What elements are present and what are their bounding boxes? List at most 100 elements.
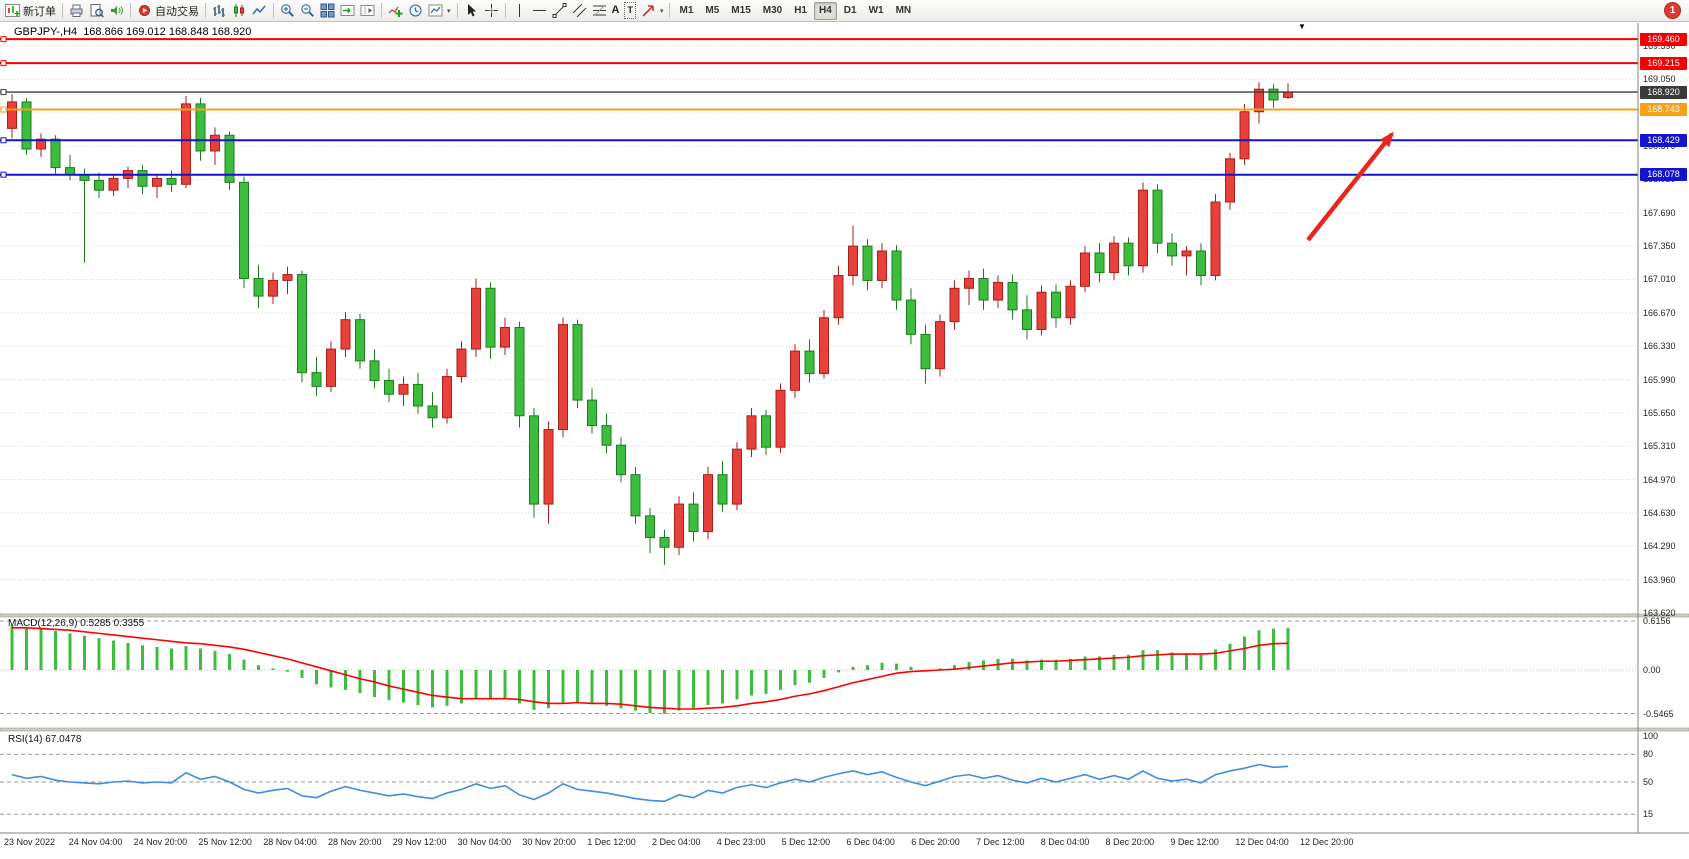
channel-tool-button[interactable] (570, 1, 589, 20)
vertical-line-icon (518, 4, 520, 17)
bar-chart-icon (213, 5, 225, 17)
chart-ohlc-values: 168.866 169.012 168.848 168.920 (83, 26, 252, 38)
time-axis-label: 2 Dec 04:00 (652, 837, 701, 847)
candle-body (601, 425, 612, 446)
chart-symbol-period: GBPJPY-,H4 (14, 26, 78, 38)
line-handle[interactable] (0, 137, 7, 144)
templates-icon (428, 4, 443, 17)
chevron-down-icon: ▾ (447, 7, 451, 15)
zoom-in-button[interactable] (278, 1, 297, 20)
time-axis-label: 6 Dec 20:00 (911, 837, 960, 847)
candle-body (804, 350, 815, 375)
time-axis-label: 7 Dec 12:00 (976, 837, 1025, 847)
tile-windows-button[interactable] (318, 1, 337, 20)
shapes-tool-button[interactable]: ▾ (639, 1, 666, 20)
candle-body (587, 399, 597, 427)
timeframe-button-w1[interactable]: W1 (868, 5, 884, 16)
time-axis-label: 5 Dec 12:00 (781, 837, 831, 847)
timeframe-button-h4[interactable]: H4 (814, 1, 837, 20)
toolbar-separator (205, 3, 206, 18)
candle-body (181, 103, 191, 185)
candle-body (471, 287, 481, 350)
new-order-button[interactable]: 新订单 (3, 1, 58, 20)
price-axis-label: 167.690 (1643, 207, 1676, 218)
arrow-shape-icon (642, 5, 654, 17)
candle-body (1225, 158, 1235, 203)
vertical-line-tool-button[interactable] (510, 1, 529, 20)
timeframe-button-d1[interactable]: D1 (843, 5, 857, 16)
timeframe-button-m1[interactable]: M1 (679, 5, 694, 16)
candle-body (108, 177, 119, 191)
line-chart-button[interactable] (250, 1, 269, 20)
horizontal-line-tool-button[interactable] (530, 1, 549, 20)
rsi-panel-separator[interactable] (0, 727, 1689, 732)
timeframe-button-m15[interactable]: M15 (731, 5, 751, 16)
line-handle[interactable] (0, 171, 7, 178)
line-handle[interactable] (0, 106, 7, 113)
chart-shift-marker-icon[interactable]: ▼ (1298, 22, 1306, 31)
candle-body (1138, 189, 1148, 267)
time-axis-label: 30 Nov 20:00 (522, 837, 576, 847)
chart-title: GBPJPY-,H4 168.866 169.012 168.848 168.92… (14, 26, 251, 38)
candle-body (485, 287, 496, 348)
candle-body (413, 383, 423, 407)
candle-body (978, 277, 989, 301)
candle-body (166, 177, 177, 185)
candlesticks (7, 82, 1293, 565)
auto-scroll-icon (340, 5, 355, 16)
candle-body (398, 383, 409, 395)
price-axis-label: 169.390 (1643, 41, 1676, 51)
candlestick-chart-icon (234, 4, 244, 17)
line-handle[interactable] (0, 36, 7, 43)
candle-body (558, 324, 568, 431)
printer-icon (70, 4, 83, 17)
timeframe-button-mn[interactable]: MN (895, 5, 912, 16)
timeframe-button-h1[interactable]: H1 (794, 5, 807, 16)
text-tool-button[interactable]: A (610, 1, 622, 20)
auto-scroll-button[interactable] (338, 1, 357, 20)
time-axis-label: 1 Dec 12:00 (587, 837, 636, 847)
indicators-button[interactable] (386, 1, 405, 20)
print-button[interactable] (67, 1, 86, 20)
trendline-tool-button[interactable] (550, 1, 569, 20)
candle-body (1022, 309, 1032, 330)
cursor-tool-button[interactable] (462, 1, 481, 20)
timeframe-button-m30[interactable]: M30 (762, 5, 783, 16)
candle-body (311, 372, 322, 387)
notification-badge[interactable]: 1 (1665, 3, 1680, 18)
fibonacci-icon (592, 4, 606, 17)
templates-button[interactable]: ▾ (426, 1, 453, 20)
price-line-badge: 169.460 (1640, 32, 1687, 46)
time-axis-label: 30 Nov 04:00 (457, 837, 512, 847)
time-axis-label: 12 Dec 20:00 (1300, 837, 1354, 847)
macd-panel-separator[interactable] (0, 613, 1689, 618)
periods-button[interactable] (406, 1, 425, 20)
text-label-tool-button[interactable]: T (622, 1, 638, 20)
print-preview-button[interactable] (87, 1, 106, 20)
line-handle[interactable] (0, 60, 7, 67)
auto-trading-button[interactable]: 自动交易 (135, 1, 201, 20)
time-axis-label: 24 Nov 20:00 (133, 837, 188, 847)
price-gridlines (0, 45, 1638, 614)
arrow-annotation[interactable] (1306, 131, 1394, 242)
candlestick-chart-button[interactable] (230, 1, 249, 20)
chart-shift-button[interactable] (358, 1, 377, 20)
toolbar-separator (62, 3, 63, 18)
text-tool-icon: A (611, 4, 620, 16)
crosshair-tool-button[interactable] (482, 1, 501, 20)
line-handle[interactable] (0, 89, 7, 96)
timeframe-button-m5[interactable]: M5 (705, 5, 720, 16)
candle-body (529, 415, 539, 505)
fibonacci-tool-button[interactable] (590, 1, 609, 20)
candle-body (369, 360, 380, 381)
price-axis-label: 167.350 (1643, 241, 1676, 252)
sound-button[interactable] (107, 1, 126, 20)
toolbar-separator (669, 3, 671, 18)
bar-chart-button[interactable] (210, 1, 229, 20)
time-axis-label: 25 Nov 12:00 (198, 837, 252, 847)
candle-body (268, 279, 278, 297)
price-line-badge: 168.743 (1640, 102, 1687, 116)
zoom-out-button[interactable] (298, 1, 317, 20)
candle-body (355, 319, 365, 362)
